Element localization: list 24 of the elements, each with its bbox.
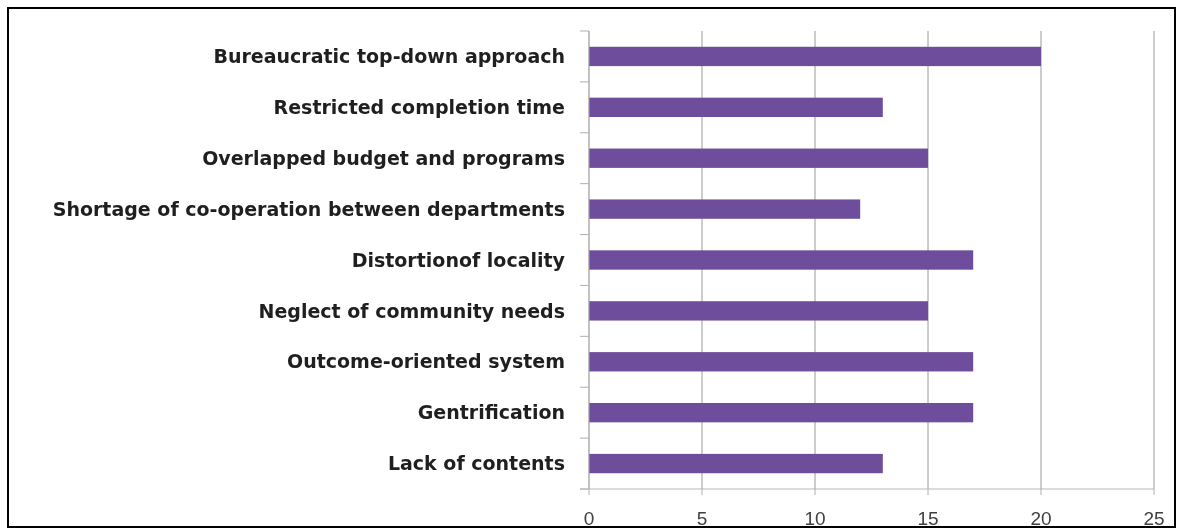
x-tick-label: 20	[1030, 508, 1052, 528]
bar	[589, 403, 974, 423]
y-tick-label: Shortage of co-operation between departments	[52, 197, 565, 220]
bar	[589, 199, 861, 219]
y-tick-label: Bureaucratic top-down approach	[213, 45, 565, 68]
bar	[589, 301, 928, 321]
x-tick-label: 25	[1143, 508, 1165, 528]
y-tick-label: Restricted completion time	[273, 95, 565, 118]
y-tick-label: Neglect of community needs	[258, 299, 565, 322]
bar	[589, 250, 974, 270]
bar	[589, 148, 928, 168]
y-tick-label: Distortionof locality	[351, 248, 566, 271]
bar	[589, 352, 974, 372]
y-tick-label: Overlapped budget and programs	[202, 146, 565, 169]
y-tick-label: Outcome-oriented system	[287, 350, 565, 373]
x-tick-label: 0	[583, 508, 595, 528]
x-tick-label: 10	[804, 508, 826, 528]
y-tick-label: Lack of contents	[387, 452, 565, 475]
bar	[589, 46, 1041, 67]
bar	[589, 453, 883, 474]
x-tick-label: 15	[917, 508, 939, 528]
x-tick-label: 5	[696, 508, 708, 528]
bar	[589, 97, 883, 117]
y-tick-label: Gentrification	[417, 401, 565, 424]
